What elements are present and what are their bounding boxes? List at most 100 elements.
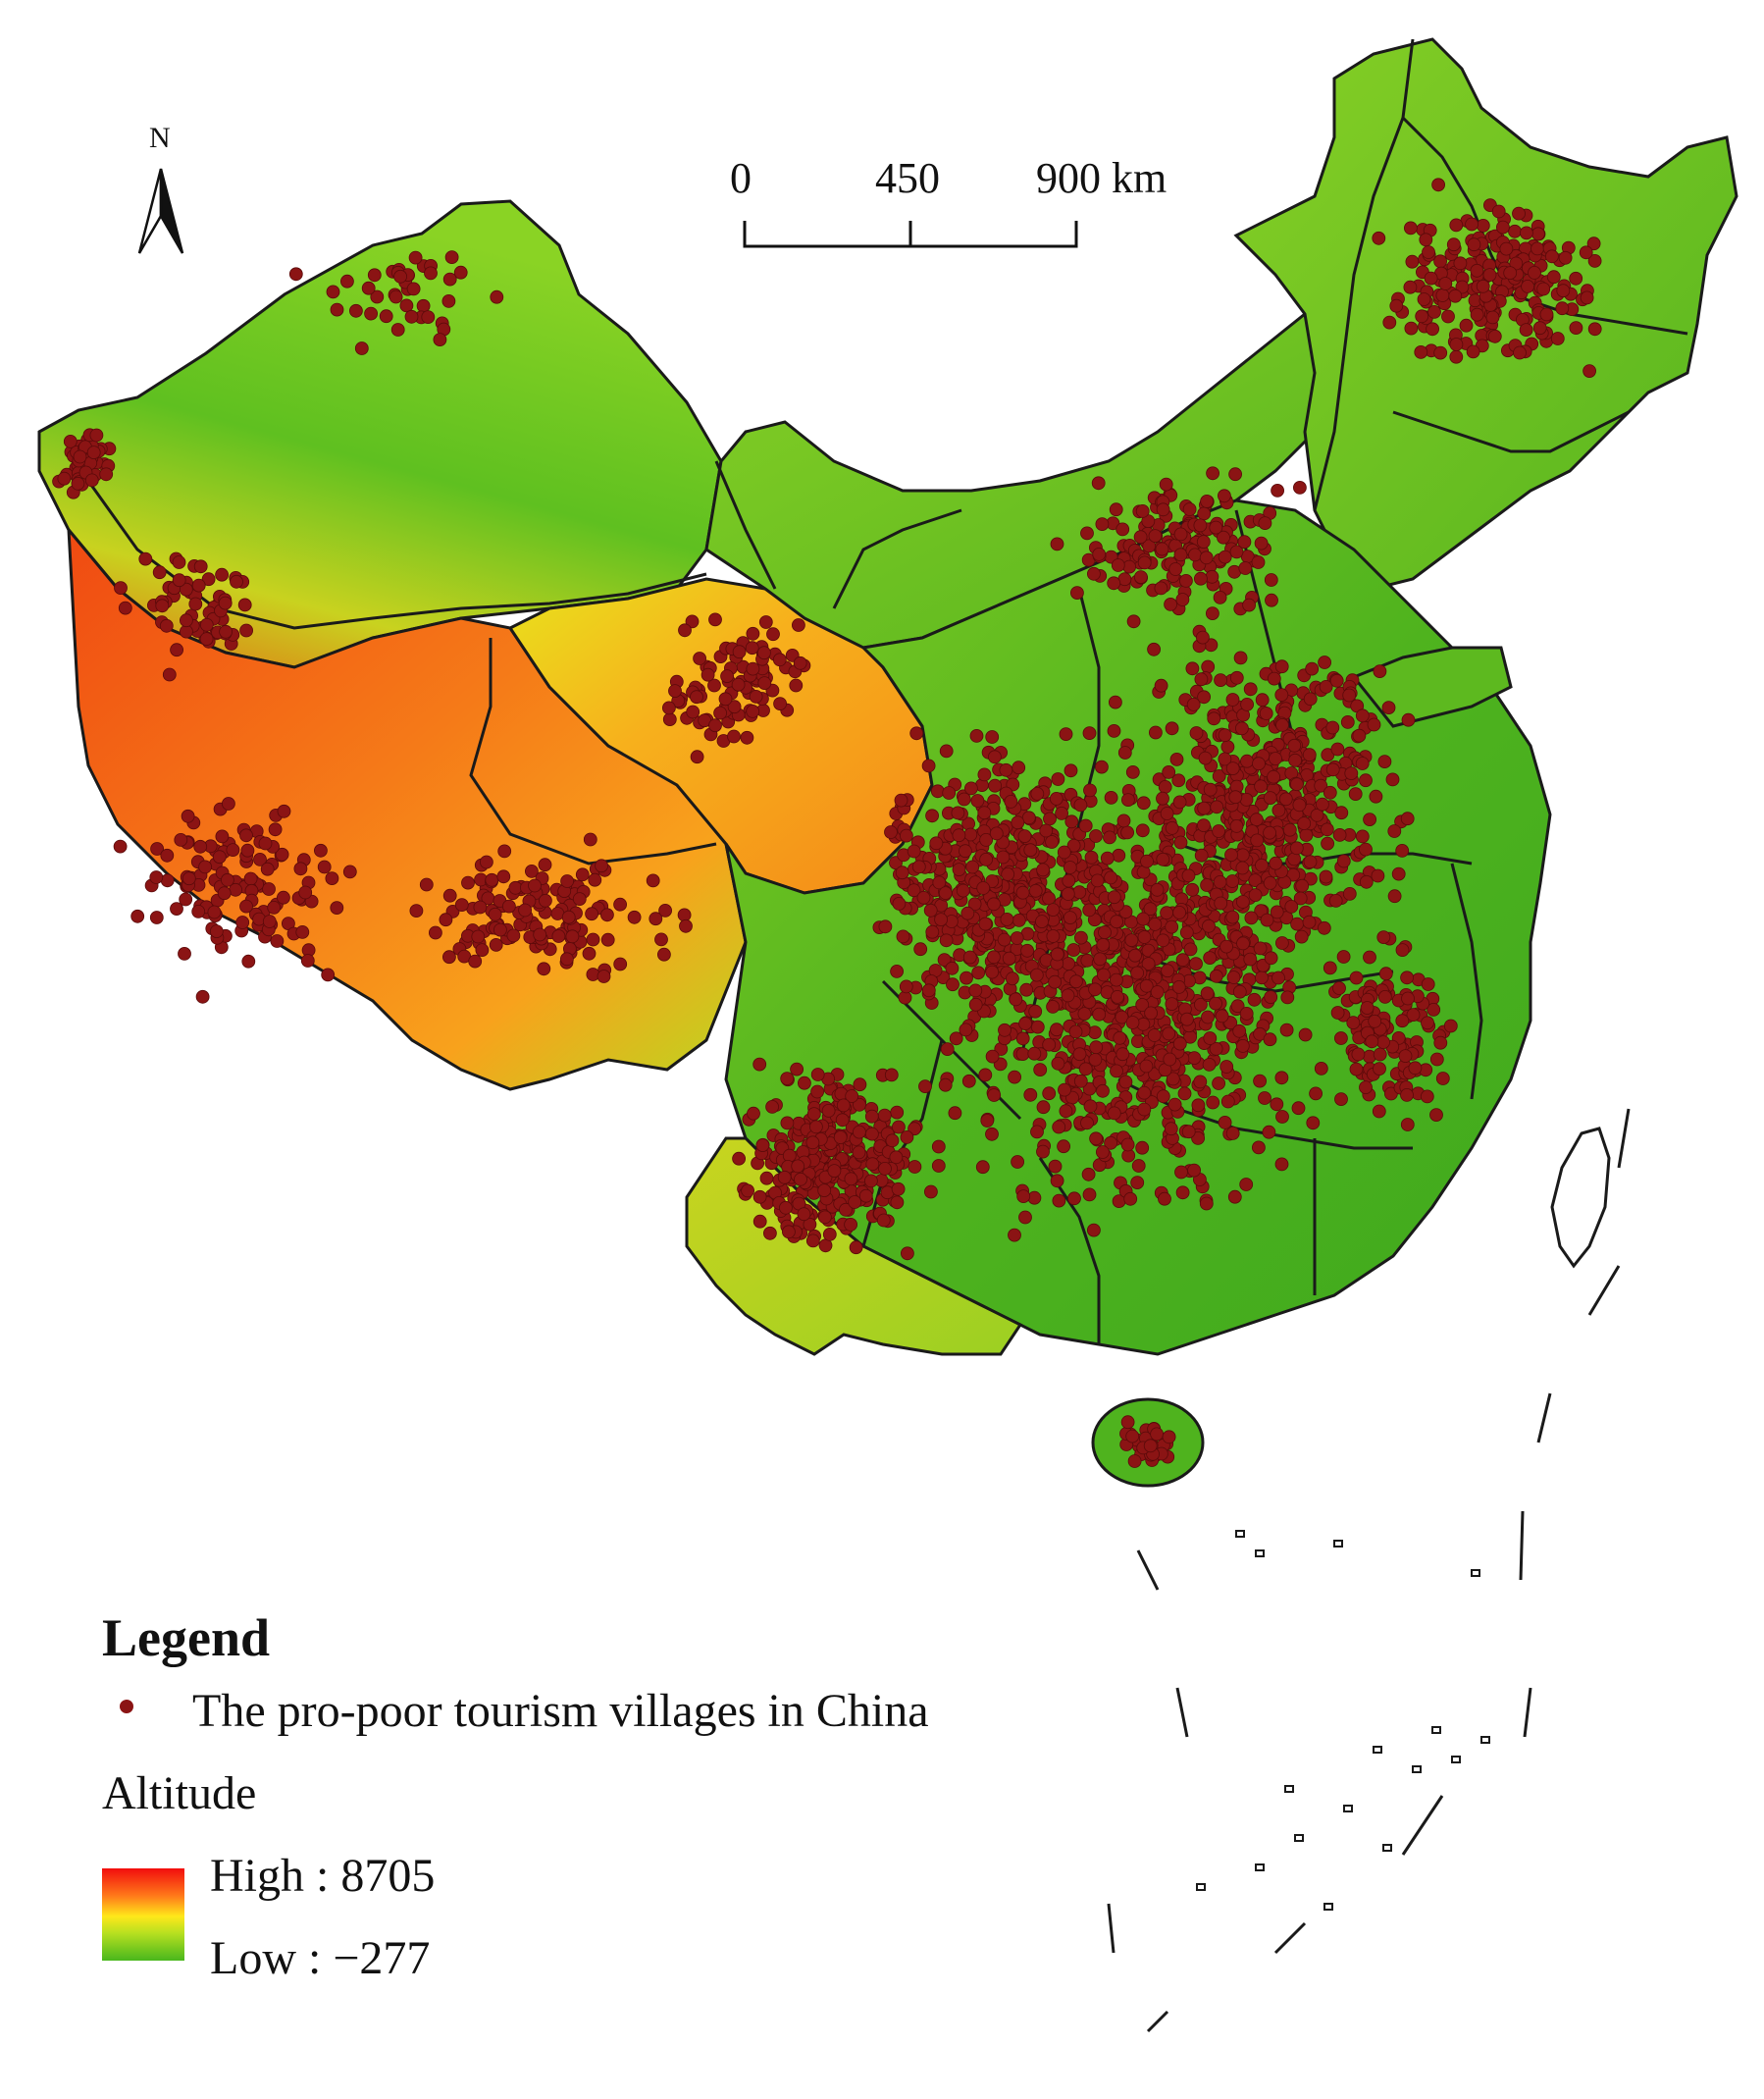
village-point [191,578,206,593]
village-point [1382,315,1397,330]
village-point [1179,574,1193,588]
village-point [1080,953,1095,968]
village-point [1107,1106,1121,1121]
village-point [1415,309,1429,324]
village-point [240,843,255,858]
village-point [1183,942,1198,957]
village-point [565,929,580,944]
village-point [1446,237,1461,252]
village-point [1291,1101,1306,1116]
village-point [218,596,233,610]
village-point [791,1159,805,1174]
village-point [999,762,1013,777]
village-point [1521,279,1534,293]
village-point [506,928,521,943]
village-point [997,932,1012,947]
village-point [1027,1046,1042,1061]
village-point [63,434,78,448]
village-point [198,860,213,874]
village-point [1373,664,1387,678]
village-point [313,843,328,858]
village-point [759,1171,774,1185]
village-point [561,910,576,924]
village-point [961,1074,976,1088]
village-point [1050,537,1064,551]
village-point [1569,271,1583,286]
village-point [1128,948,1142,963]
village-point [1072,1047,1087,1062]
village-point [817,1183,832,1197]
village-point [1062,957,1075,971]
village-point [1449,349,1464,364]
village-point [258,836,273,851]
village-point [1137,1102,1152,1117]
village-point [419,877,434,892]
village-point [1193,1075,1208,1089]
village-point [1298,1027,1313,1042]
village-point [1427,1003,1441,1017]
village-point [1280,990,1295,1005]
village-point [1519,323,1533,338]
village-point [1107,724,1121,738]
village-point [946,977,960,992]
island-mark [1343,1805,1353,1812]
village-point [1377,755,1392,768]
village-point [1401,991,1415,1006]
village-point [1218,550,1232,564]
village-point [932,875,947,890]
village-point [1503,266,1518,281]
village-point [1012,914,1026,927]
village-point [1293,480,1307,495]
village-point [1332,828,1347,842]
village-point [1158,780,1172,794]
village-point [1270,905,1284,919]
village-point [537,962,551,976]
village-point [409,904,424,918]
village-point [1133,530,1148,545]
village-point [497,844,512,859]
village-point [588,872,602,887]
island-mark [1480,1736,1490,1744]
village-point [1438,277,1453,290]
village-point [1202,1058,1217,1072]
village-point [1140,854,1154,868]
village-point [1400,1118,1415,1131]
village-point [1233,651,1248,665]
village-point [262,915,277,928]
village-point [1143,1439,1158,1453]
village-point [1124,933,1139,947]
village-point [1240,698,1254,711]
village-point [1095,517,1110,531]
village-point [1042,891,1056,906]
village-point [1207,711,1221,726]
village-point [757,646,771,660]
village-point [1048,974,1062,989]
village-point [1189,957,1203,971]
village-point [1205,569,1219,584]
village-point [1206,1095,1220,1110]
village-point [485,872,499,887]
region-xinjiang [37,199,723,669]
village-point [1143,902,1158,917]
village-point [930,784,945,799]
village-point [1453,256,1468,271]
village-point [453,265,468,280]
village-point [1015,1047,1030,1061]
village-point [1229,819,1244,833]
village-point [965,860,980,874]
village-point [1247,992,1262,1007]
village-point [1064,911,1077,924]
village-point [1355,708,1370,723]
village-point [942,786,957,800]
village-point [342,865,357,879]
village-point [1267,671,1281,686]
village-point [1316,797,1329,812]
village-point [798,1076,811,1090]
village-point [1125,1429,1140,1443]
village-point [1084,850,1099,865]
village-point [1148,918,1163,931]
village-point [1082,726,1097,740]
village-point [1036,1100,1051,1115]
village-point [1167,1097,1182,1112]
village-point [962,950,977,965]
